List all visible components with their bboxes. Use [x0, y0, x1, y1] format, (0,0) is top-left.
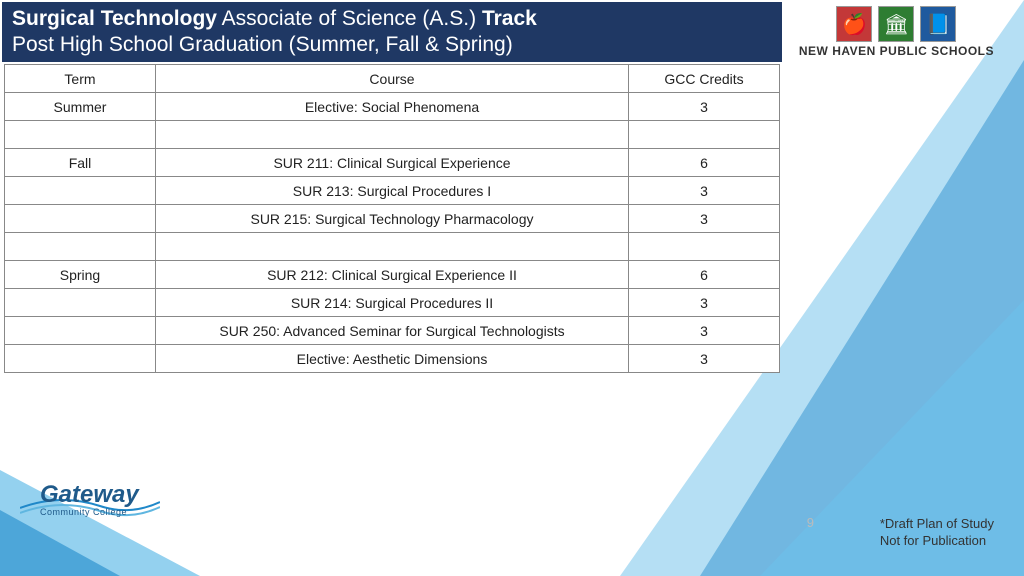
- table-cell: SUR 212: Clinical Surgical Experience II: [155, 261, 628, 289]
- table-cell: [629, 233, 780, 261]
- school-logos: 🍎 🏛 📘 NEW HAVEN PUBLIC SCHOOLS: [799, 6, 994, 58]
- logo-book-icon: 📘: [920, 6, 956, 42]
- table-cell: SUR 213: Surgical Procedures I: [155, 177, 628, 205]
- header-title-1: Surgical Technology: [12, 7, 217, 30]
- table-cell: 3: [629, 289, 780, 317]
- table-cell: 3: [629, 345, 780, 373]
- footnote: *Draft Plan of Study Not for Publication: [880, 516, 994, 550]
- table-cell: 3: [629, 177, 780, 205]
- table-cell: 6: [629, 261, 780, 289]
- table-cell: [5, 121, 156, 149]
- table-row: [5, 233, 780, 261]
- table-row: SummerElective: Social Phenomena3: [5, 93, 780, 121]
- table-cell: Summer: [5, 93, 156, 121]
- header-subtitle: Post High School Graduation (Summer, Fal…: [12, 32, 772, 58]
- table-cell: [5, 177, 156, 205]
- table-row: SUR 215: Surgical Technology Pharmacolog…: [5, 205, 780, 233]
- table-cell: Fall: [5, 149, 156, 177]
- table-cell: Elective: Aesthetic Dimensions: [155, 345, 628, 373]
- table-cell: 3: [629, 93, 780, 121]
- table-cell: [5, 205, 156, 233]
- col-credits: GCC Credits: [629, 65, 780, 93]
- footnote-line2: Not for Publication: [880, 533, 994, 550]
- table-cell: SUR 250: Advanced Seminar for Surgical T…: [155, 317, 628, 345]
- table-cell: [155, 233, 628, 261]
- table-row: SUR 214: Surgical Procedures II3: [5, 289, 780, 317]
- table-cell: Spring: [5, 261, 156, 289]
- table-row: SUR 213: Surgical Procedures I3: [5, 177, 780, 205]
- table-cell: SUR 214: Surgical Procedures II: [155, 289, 628, 317]
- table-cell: SUR 215: Surgical Technology Pharmacolog…: [155, 205, 628, 233]
- footnote-line1: *Draft Plan of Study: [880, 516, 994, 533]
- header-title-light: Associate of Science (A.S.): [217, 7, 482, 30]
- table-cell: [5, 345, 156, 373]
- table-row: SpringSUR 212: Clinical Surgical Experie…: [5, 261, 780, 289]
- header-bar: Surgical Technology Associate of Science…: [2, 2, 782, 62]
- table-cell: 3: [629, 317, 780, 345]
- table-cell: [155, 121, 628, 149]
- gateway-logo: Gateway Community College: [40, 484, 139, 516]
- table-cell: [5, 289, 156, 317]
- table-row: FallSUR 211: Clinical Surgical Experienc…: [5, 149, 780, 177]
- table-cell: [5, 233, 156, 261]
- table-cell: 6: [629, 149, 780, 177]
- table-cell: SUR 211: Clinical Surgical Experience: [155, 149, 628, 177]
- page-number: 9: [807, 515, 814, 530]
- table-header-row: Term Course GCC Credits: [5, 65, 780, 93]
- table-row: [5, 121, 780, 149]
- table-cell: [629, 121, 780, 149]
- logo-apple-icon: 🍎: [836, 6, 872, 42]
- logo-caption: NEW HAVEN PUBLIC SCHOOLS: [799, 44, 994, 58]
- table-row: SUR 250: Advanced Seminar for Surgical T…: [5, 317, 780, 345]
- course-table: Term Course GCC Credits SummerElective: …: [4, 64, 780, 373]
- header-title-2: Track: [482, 7, 537, 30]
- col-term: Term: [5, 65, 156, 93]
- table-row: Elective: Aesthetic Dimensions3: [5, 345, 780, 373]
- table-cell: 3: [629, 205, 780, 233]
- table-cell: [5, 317, 156, 345]
- logo-building-icon: 🏛: [878, 6, 914, 42]
- table-cell: Elective: Social Phenomena: [155, 93, 628, 121]
- col-course: Course: [155, 65, 628, 93]
